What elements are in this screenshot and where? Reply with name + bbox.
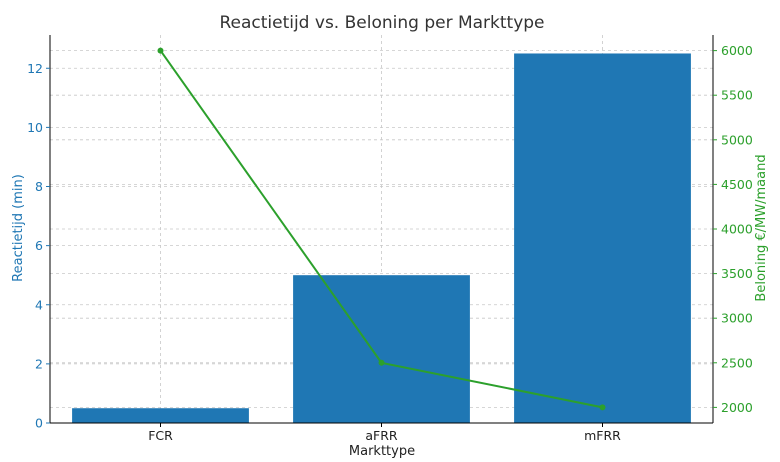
y-tick-label: 12 [27, 61, 43, 76]
bar-mFRR [514, 53, 691, 423]
y2-tick-label: 6000 [721, 43, 753, 58]
axes: 0 2 4 6 8 10 12 2000 2500 3000 3500 4000 4500 5000 550… [27, 35, 753, 443]
bars [72, 53, 691, 423]
y2-tick-label: 2500 [721, 355, 753, 370]
y-tick-label: 10 [27, 120, 43, 135]
y-axis-label: Reactietijd (min) [11, 174, 26, 282]
y2-tick-label: 3500 [721, 266, 753, 281]
y2-tick-label: 4500 [721, 177, 753, 192]
bar-aFRR [293, 275, 470, 423]
y2-tick-label: 4000 [721, 222, 753, 237]
x-tick-label: FCR [148, 428, 173, 443]
y2-tick-label: 5500 [721, 88, 753, 103]
chart-title: Reactietijd vs. Beloning per Markttype [219, 13, 544, 33]
y-tick-label: 0 [35, 416, 43, 431]
y-tick-label: 4 [35, 297, 43, 312]
y-tick-label: 8 [35, 179, 43, 194]
line-point-FCR [157, 47, 164, 54]
y-tick-label: 2 [35, 356, 43, 371]
x-tick-label: aFRR [365, 428, 398, 443]
y2-tick-label: 3000 [721, 311, 753, 326]
x-tick-label: mFRR [584, 428, 621, 443]
line-point-aFRR [378, 359, 385, 366]
bar-FCR [72, 408, 249, 423]
line-series [157, 47, 606, 411]
line-point-mFRR [599, 404, 606, 411]
y2-tick-label: 2000 [721, 400, 753, 415]
y2-tick-label: 5000 [721, 132, 753, 147]
x-axis-label: Markttype [349, 444, 415, 459]
y2-axis-label: Beloning €/MW/maand [754, 154, 769, 301]
y-tick-label: 6 [35, 238, 43, 253]
